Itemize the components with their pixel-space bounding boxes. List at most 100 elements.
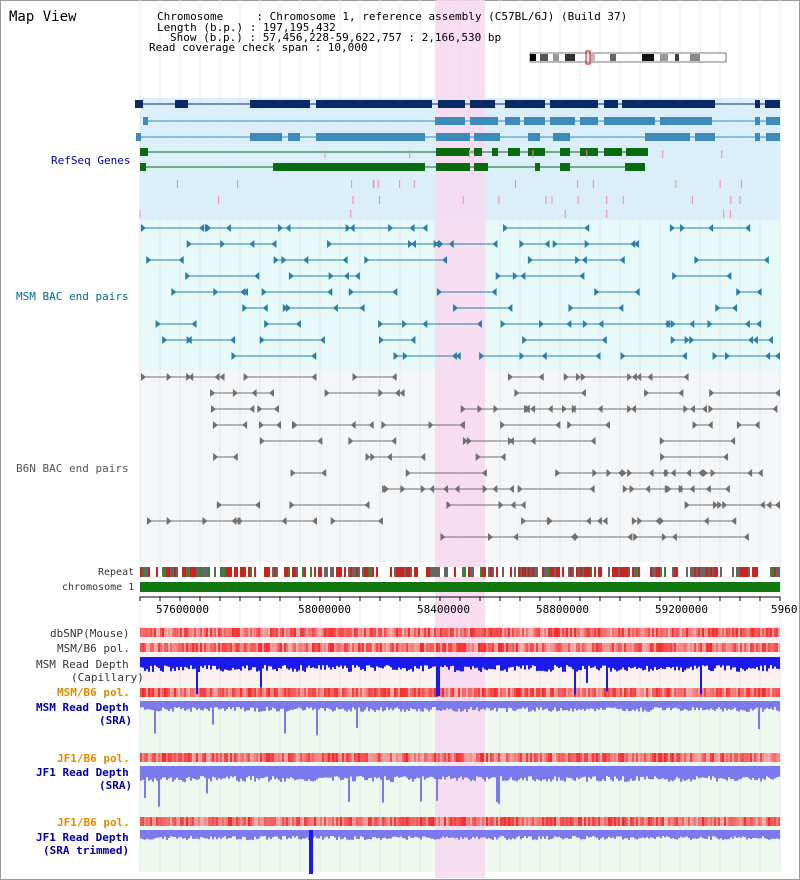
read-depth-bar xyxy=(250,701,252,708)
snp-heat-cell xyxy=(300,753,302,762)
b6n-bac-label[interactable]: B6N BAC end pairs xyxy=(16,462,129,475)
repeat-mark xyxy=(548,567,550,577)
read-depth-bar xyxy=(396,657,398,670)
read-depth-bar xyxy=(210,830,212,837)
snp-heat-cell xyxy=(260,643,262,652)
snp-heat-cell xyxy=(688,628,690,637)
snp-heat-cell xyxy=(302,688,304,697)
msm-bac-label[interactable]: MSM BAC end pairs xyxy=(16,290,129,303)
read-depth-bar xyxy=(342,766,344,780)
jf1-b6-pol-label-2[interactable]: JF1/B6 pol. xyxy=(57,816,130,829)
snp-heat-cell xyxy=(764,817,766,826)
b6n-bac-pair-end xyxy=(237,517,243,525)
read-depth-bar xyxy=(548,766,550,780)
axis-tick-label: 59200000 xyxy=(655,603,708,616)
snp-heat-cell xyxy=(376,753,378,762)
snp-heat-cell xyxy=(204,753,206,762)
snp-heat-cell xyxy=(586,688,588,697)
repeat-mark xyxy=(254,567,256,577)
snp-heat-cell xyxy=(760,643,762,652)
snp-heat-cell xyxy=(306,817,308,826)
msm-bac-pair-end xyxy=(162,336,168,344)
read-depth-bar xyxy=(544,830,546,839)
dbsnp-label[interactable]: dbSNP(Mouse) xyxy=(50,627,130,640)
snp-heat-cell xyxy=(346,643,348,652)
read-depth-bar xyxy=(458,657,460,671)
read-depth-bar xyxy=(416,657,418,669)
b6n-bac-pair-end xyxy=(481,469,487,477)
repeat-mark xyxy=(680,567,682,577)
snp-heat-cell xyxy=(384,628,386,637)
snp-heat-cell xyxy=(356,753,358,762)
read-depth-bar xyxy=(624,830,626,839)
snp-heat-cell xyxy=(472,628,474,637)
snp-heat-cell xyxy=(400,817,402,826)
read-depth-bar xyxy=(198,657,200,672)
read-depth-bar xyxy=(374,701,376,712)
msm-read-depth-sra-label[interactable]: MSM Read Depth xyxy=(36,701,129,714)
read-depth-bar xyxy=(168,701,170,712)
repeat-mark xyxy=(754,567,756,577)
read-depth-bar xyxy=(528,657,530,670)
msm-bac-pair-end xyxy=(552,240,558,248)
snp-heat-cell xyxy=(772,817,774,826)
snp-heat-cell xyxy=(598,643,600,652)
read-depth-bar xyxy=(654,830,656,839)
repeat-mark xyxy=(556,567,558,577)
read-depth-bar xyxy=(752,701,754,711)
b6n-bac-pair-end xyxy=(627,533,633,541)
msm-b6-pol-label-2[interactable]: MSM/B6 pol. xyxy=(57,686,130,699)
snp-heat-cell xyxy=(242,753,244,762)
read-depth-bar xyxy=(726,830,728,840)
repeat-mark xyxy=(364,567,366,577)
repeat-mark xyxy=(262,567,264,577)
read-depth-bar xyxy=(468,701,470,710)
snp-heat-cell xyxy=(428,817,430,826)
read-depth-bar xyxy=(300,657,302,666)
snp-heat-cell xyxy=(492,753,494,762)
read-depth-bar xyxy=(616,657,618,672)
read-depth-bar xyxy=(740,766,742,780)
axis-tick-label: 58400000 xyxy=(417,603,470,616)
read-depth-bar xyxy=(516,766,518,782)
snp-heat-cell xyxy=(426,643,428,652)
snp-heat-cell xyxy=(178,643,180,652)
read-depth-bar xyxy=(374,766,376,778)
jf1-b6-pol-label-1[interactable]: JF1/B6 pol. xyxy=(57,752,130,765)
repeat-mark xyxy=(390,567,392,577)
b6n-bac-pair-end xyxy=(684,501,690,509)
read-depth-bar xyxy=(688,830,690,839)
read-depth-bar xyxy=(260,830,262,837)
read-depth-bar xyxy=(560,701,562,708)
read-depth-bar xyxy=(386,830,388,840)
msm-b6-pol-label-1[interactable]: MSM/B6 pol. xyxy=(57,642,130,655)
snp-heat-cell xyxy=(230,688,232,697)
jf1-read-depth-sra-label[interactable]: JF1 Read Depth xyxy=(36,766,129,779)
repeat-mark xyxy=(714,567,716,577)
snp-heat-cell xyxy=(212,753,214,762)
snp-heat-cell xyxy=(394,817,396,826)
snp-heat-cell xyxy=(352,688,354,697)
read-depth-bar xyxy=(656,657,658,670)
read-depth-bar xyxy=(324,701,326,711)
snp-heat-cell xyxy=(538,817,540,826)
read-depth-bar xyxy=(224,766,226,779)
b6n-bac-pair-end xyxy=(273,405,279,413)
snp-heat-cell xyxy=(570,688,572,697)
read-depth-bar xyxy=(506,657,508,672)
read-depth-bar xyxy=(402,766,404,777)
read-depth-bar xyxy=(632,830,634,838)
msm-read-depth-capillary-label[interactable]: MSM Read Depth xyxy=(36,658,129,671)
read-depth-bar xyxy=(310,701,312,708)
snp-heat-cell xyxy=(748,817,750,826)
snp-heat-cell xyxy=(222,817,224,826)
snp-heat-cell xyxy=(428,628,430,637)
snp-heat-cell xyxy=(456,753,458,762)
read-depth-bar xyxy=(468,657,470,667)
refseq-label[interactable]: RefSeq Genes xyxy=(51,154,131,167)
jf1-read-depth-trimmed-label[interactable]: JF1 Read Depth xyxy=(36,831,129,844)
snp-heat-cell xyxy=(334,688,336,697)
snp-heat-cell xyxy=(364,817,366,826)
read-depth-bar xyxy=(274,701,276,709)
